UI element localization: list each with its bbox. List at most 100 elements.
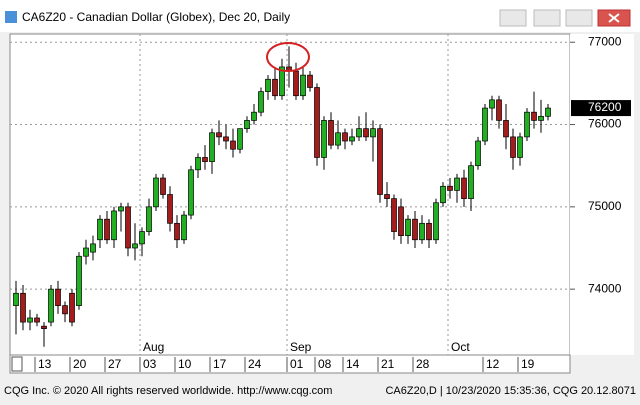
x-tick-label: 01	[290, 357, 304, 371]
scroll-box[interactable]	[11, 356, 23, 372]
month-label: Oct	[451, 340, 470, 354]
candle-body	[111, 210, 117, 241]
candle-body	[90, 243, 96, 253]
x-tick-label: 14	[346, 357, 360, 371]
minimize-button[interactable]	[533, 9, 561, 27]
candle-body	[76, 255, 82, 306]
candle-body	[62, 305, 68, 315]
x-tick-label: 13	[38, 357, 52, 371]
candle-body	[454, 177, 460, 191]
x-tick-label: 17	[213, 357, 227, 371]
candle-body	[167, 194, 173, 224]
candle-body	[447, 185, 453, 191]
candle-body	[265, 78, 271, 92]
time-axis	[9, 354, 571, 374]
candle-body	[335, 132, 341, 146]
price-axis	[570, 34, 634, 355]
candle-body	[244, 120, 250, 130]
candle-body	[510, 136, 516, 158]
candle-body	[69, 292, 75, 323]
y-tick-label: 77000	[588, 34, 622, 48]
maximize-button[interactable]	[565, 9, 593, 27]
footer-left: CQG Inc. © 2020 All rights reserved worl…	[4, 385, 332, 397]
candle-body	[342, 132, 348, 142]
candle-body	[363, 128, 369, 138]
y-tick-label: 74000	[588, 281, 622, 295]
candle-body	[356, 128, 362, 138]
candle-body	[34, 317, 40, 323]
chart-title: CA6Z20 - Canadian Dollar (Globex), Dec 2…	[22, 10, 290, 24]
candle-body	[97, 218, 103, 241]
month-label: Aug	[143, 340, 164, 354]
candle-body	[517, 136, 523, 158]
candle-body	[398, 206, 404, 237]
candle-body	[104, 218, 110, 241]
candle-body	[251, 111, 257, 121]
candle-body	[83, 247, 89, 257]
candle-body	[475, 140, 481, 167]
candle-body	[370, 128, 376, 138]
candle-body	[195, 157, 201, 171]
candle-body	[405, 218, 411, 237]
candle-body	[188, 169, 194, 216]
x-tick-label: 24	[248, 357, 262, 371]
candle-body	[496, 99, 502, 121]
candle-body	[293, 70, 299, 97]
candle-body	[538, 115, 544, 121]
candle-body	[391, 198, 397, 232]
candle-body	[41, 325, 47, 330]
candle-body	[209, 132, 215, 162]
title-bar	[0, 0, 640, 32]
x-tick-label: 12	[486, 357, 500, 371]
candle-body	[377, 128, 383, 195]
candle-body	[27, 317, 33, 323]
app-icon	[5, 11, 17, 23]
candle-body	[125, 206, 131, 249]
candle-body	[314, 87, 320, 158]
candle-body	[412, 218, 418, 241]
candle-body	[433, 202, 439, 241]
x-tick-label: 20	[73, 357, 87, 371]
candle-body	[153, 177, 159, 208]
candle-body	[237, 128, 243, 150]
candle-body	[461, 177, 467, 199]
candle-body	[48, 288, 54, 323]
candle-body	[146, 206, 152, 232]
x-tick-label: 10	[178, 357, 192, 371]
link-button[interactable]	[499, 9, 527, 27]
x-tick-label: 21	[381, 357, 395, 371]
candle-body	[20, 292, 26, 323]
candle-body	[468, 165, 474, 199]
candle-body	[440, 185, 446, 204]
candle-body	[384, 194, 390, 199]
candle-body	[349, 136, 355, 142]
candle-body	[202, 157, 208, 162]
candle-body	[139, 231, 145, 245]
x-tick-label: 03	[143, 357, 157, 371]
candle-body	[482, 107, 488, 142]
candle-body	[419, 222, 425, 241]
candle-body	[132, 243, 138, 249]
candle-body	[216, 132, 222, 138]
candle-body	[223, 136, 229, 142]
candle-body	[503, 120, 509, 138]
candle-body	[524, 111, 530, 138]
candle-body	[160, 177, 166, 195]
candle-body	[300, 74, 306, 97]
x-tick-label: 28	[416, 357, 430, 371]
y-tick-label: 75000	[588, 199, 622, 213]
candle-body	[321, 120, 327, 158]
last-price-box	[571, 100, 631, 117]
candle-body	[181, 214, 187, 241]
candle-body	[272, 78, 278, 97]
x-tick-label: 19	[521, 357, 535, 371]
candle-body	[230, 140, 236, 150]
candle-body	[279, 66, 285, 97]
footer-right: CA6Z20,D | 10/23/2020 15:35:36, CQG 20.1…	[385, 385, 636, 397]
candle-body	[307, 74, 313, 88]
close-icon	[608, 13, 620, 23]
candle-body	[118, 206, 124, 212]
candle-body	[531, 111, 537, 121]
